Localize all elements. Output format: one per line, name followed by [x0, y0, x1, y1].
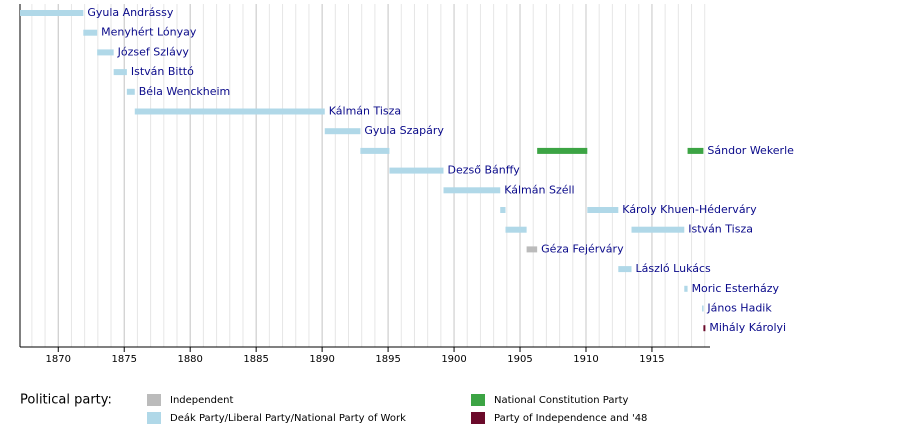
row-label: Menyhért Lónyay — [101, 26, 197, 39]
term-bar — [126, 88, 135, 95]
term-bar — [134, 108, 325, 115]
legend-label: Party of Independence and '48 — [494, 413, 647, 424]
term-bar — [83, 29, 98, 36]
row-label: János Hadik — [706, 302, 772, 315]
row-label: Moric Esterházy — [692, 282, 780, 295]
x-tick-label: 1885 — [243, 354, 268, 365]
term-bar — [687, 147, 704, 154]
term-bar — [684, 285, 688, 292]
x-tick-label: 1910 — [573, 354, 598, 365]
term-bar — [113, 69, 127, 76]
row-label: István Tisza — [688, 223, 753, 236]
legend-swatch — [471, 412, 485, 424]
row-label: László Lukács — [636, 262, 712, 275]
x-tick-label: 1900 — [441, 354, 466, 365]
row-label: Gyula Andrássy — [87, 6, 174, 19]
term-bar — [505, 226, 527, 233]
term-bar — [703, 325, 706, 332]
row-label: József Szlávy — [117, 45, 190, 58]
row-label: Géza Fejérváry — [541, 242, 624, 255]
row-label: Béla Wenckheim — [139, 85, 231, 98]
x-tick-label: 1895 — [375, 354, 400, 365]
x-tick-label: 1875 — [111, 354, 136, 365]
legend-label: National Constitution Party — [494, 395, 629, 406]
term-bar — [618, 266, 632, 273]
term-bar — [526, 246, 538, 253]
term-bar — [97, 49, 114, 56]
term-bar — [443, 187, 501, 194]
legend-swatch — [471, 394, 485, 406]
row-label: Károly Khuen-Héderváry — [622, 203, 757, 216]
term-bar — [631, 226, 685, 233]
legend-title: Political party: — [20, 393, 112, 408]
row-label: István Bittó — [131, 65, 194, 78]
x-tick-label: 1880 — [177, 354, 202, 365]
term-bar — [360, 147, 390, 154]
legend-swatch — [147, 394, 161, 406]
term-bar — [324, 128, 361, 135]
row-label: Gyula Szapáry — [364, 124, 444, 137]
x-tick-label: 1890 — [309, 354, 334, 365]
row-label: Kálmán Tisza — [329, 105, 401, 118]
x-tick-label: 1905 — [507, 354, 532, 365]
x-tick-label: 1870 — [46, 354, 71, 365]
row-label: Kálmán Széll — [504, 183, 574, 196]
x-tick-label: 1915 — [639, 354, 664, 365]
term-bar — [20, 10, 84, 16]
row-label: Mihály Károlyi — [709, 321, 786, 334]
term-bar — [537, 147, 588, 154]
term-bar — [702, 305, 704, 312]
legend-label: Deák Party/Liberal Party/National Party … — [170, 412, 406, 424]
row-label: Dezső Bánffy — [447, 164, 520, 177]
term-bar — [500, 207, 506, 213]
row-label: Sándor Wekerle — [707, 144, 794, 157]
legend-label: Independent — [170, 395, 233, 406]
term-bar — [389, 167, 444, 174]
term-bar — [587, 207, 619, 213]
legend-swatch — [147, 412, 161, 424]
